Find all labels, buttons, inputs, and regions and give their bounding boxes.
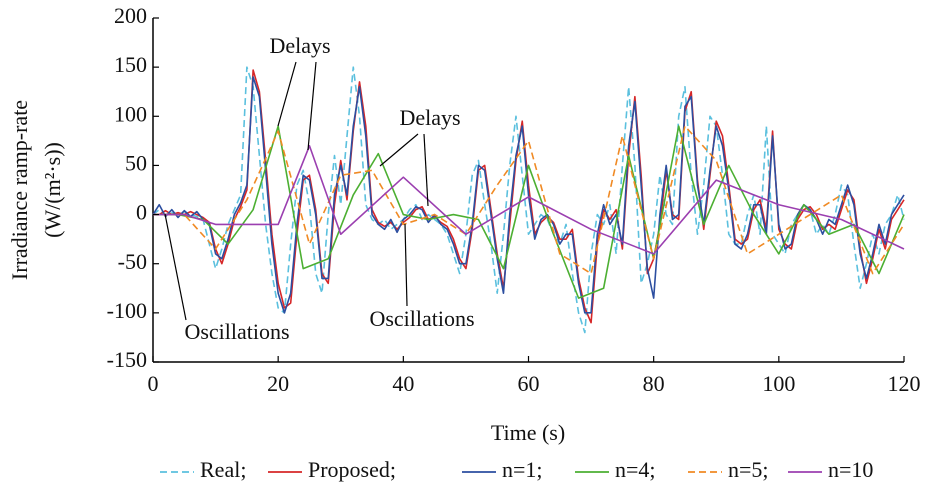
arrow (307, 61, 317, 151)
x-axis-label: Time (s) (491, 420, 565, 445)
legend-label: n=5; (728, 457, 769, 482)
series-line (152, 76, 905, 314)
annotation: Oscillations (184, 319, 289, 344)
series-line (153, 144, 905, 255)
series-line (153, 125, 905, 299)
legend: Real; Proposed; n=1; n=4; n=5; n=10 (160, 457, 873, 482)
y-axis-label: (W/(m²·s)) (40, 142, 65, 238)
arrow (404, 223, 408, 307)
annotation: Delays (269, 33, 330, 58)
arrow (379, 133, 419, 167)
legend-label: Proposed; (308, 457, 396, 482)
y-tick-label: -100 (107, 298, 147, 323)
y-tick-label: 50 (125, 150, 147, 175)
y-tick-label: -50 (118, 249, 147, 274)
x-tick-label: 40 (392, 371, 414, 396)
series-line (153, 125, 905, 275)
annotation-arrows (164, 61, 429, 321)
y-tick-label: 200 (114, 3, 147, 28)
x-tick-label: 120 (888, 371, 921, 396)
legend-label: Real; (200, 457, 246, 482)
arrow (164, 213, 187, 321)
legend-label: n=10 (828, 457, 873, 482)
x-tick-label: 20 (267, 371, 289, 396)
annotation: Oscillations (369, 306, 474, 331)
legend-label: n=4; (615, 457, 656, 482)
y-tick-label: 0 (136, 200, 147, 225)
plot-area (152, 66, 905, 334)
x-tick-label: 0 (148, 371, 159, 396)
arrow (423, 133, 429, 207)
y-tick-label: -150 (107, 347, 147, 372)
series-line (152, 66, 905, 334)
y-axis-label: Irradiance ramp-rate (7, 100, 32, 280)
y-tick-label: 150 (114, 52, 147, 77)
y-tick-label: 100 (114, 101, 147, 126)
legend-label: n=1; (502, 457, 543, 482)
x-tick-label: 100 (762, 371, 795, 396)
annotation: Delays (399, 105, 460, 130)
x-tick-label: 80 (643, 371, 665, 396)
series-line (153, 69, 905, 324)
arrow (277, 61, 297, 127)
x-tick-label: 60 (518, 371, 540, 396)
